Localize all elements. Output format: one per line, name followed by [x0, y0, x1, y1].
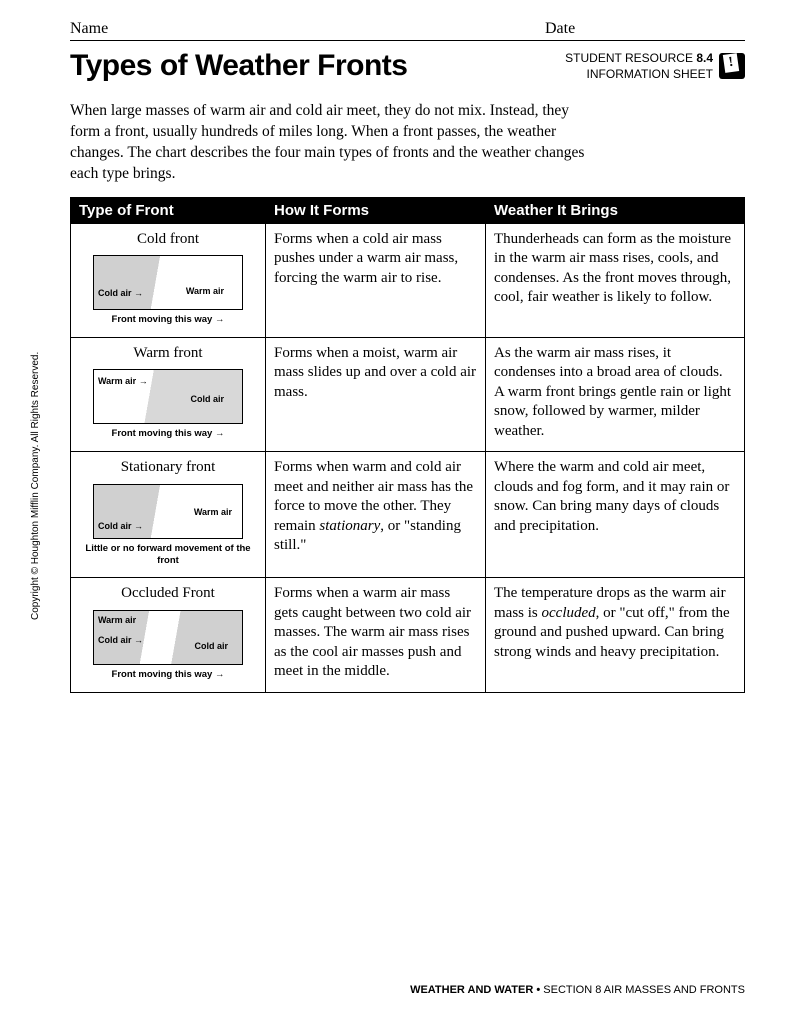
resource-line2: INFORMATION SHEET	[565, 67, 713, 83]
title-row: Types of Weather Fronts STUDENT RESOURCE…	[70, 49, 745, 83]
how-cell: Forms when a moist, warm air mass slides…	[266, 337, 486, 452]
weather-cell: The temperature drops as the warm air ma…	[486, 578, 745, 693]
weather-cell: Thunderheads can form as the moisture in…	[486, 223, 745, 337]
diagram-label: Warm air	[98, 615, 136, 627]
diagram-label: Cold air	[98, 288, 143, 300]
weather-cell: As the warm air mass rises, it condenses…	[486, 337, 745, 452]
copyright-text: Copyright © Houghton Mifflin Company. Al…	[30, 352, 41, 620]
table-row: Occluded Front Warm air Cold air Cold ai…	[71, 578, 745, 693]
weather-cell: Where the warm and cold air meet, clouds…	[486, 452, 745, 578]
front-name: Cold front	[79, 230, 257, 250]
name-label[interactable]: Name	[70, 20, 545, 38]
col-header-type: Type of Front	[71, 197, 266, 223]
diagram-caption: Little or no forward movement of the fro…	[79, 543, 257, 568]
diagram-label: Warm air	[186, 286, 224, 298]
diagram-label: Cold air	[98, 521, 143, 533]
table-row: Warm front Warm air Cold air Front movin…	[71, 337, 745, 452]
book-icon	[719, 53, 745, 79]
warm-front-diagram: Warm air Cold air	[93, 369, 243, 424]
front-name: Warm front	[79, 344, 257, 364]
footer: WEATHER AND WATER • SECTION 8 AIR MASSES…	[410, 984, 745, 996]
diagram-caption: Front moving this way	[79, 669, 257, 681]
front-name: Occluded Front	[79, 584, 257, 604]
diagram-caption: Front moving this way	[79, 314, 257, 326]
header-fields: Name Date	[70, 20, 745, 41]
how-cell: Forms when warm and cold air meet and ne…	[266, 452, 486, 578]
front-name: Stationary front	[79, 458, 257, 478]
footer-rest: SECTION 8 AIR MASSES AND FRONTS	[543, 984, 745, 996]
table-row: Cold front Cold air Warm air Front movin…	[71, 223, 745, 337]
table-row: Stationary front Cold air Warm air Littl…	[71, 452, 745, 578]
occluded-front-diagram: Warm air Cold air Cold air	[93, 610, 243, 665]
stationary-front-diagram: Cold air Warm air	[93, 484, 243, 539]
cold-front-diagram: Cold air Warm air	[93, 255, 243, 310]
diagram-label: Cold air	[194, 641, 228, 653]
resource-num: 8.4	[696, 51, 713, 65]
intro-paragraph: When large masses of warm air and cold a…	[70, 101, 590, 185]
col-header-weather: Weather It Brings	[486, 197, 745, 223]
how-cell: Forms when a cold air mass pushes under …	[266, 223, 486, 337]
diagram-caption: Front moving this way	[79, 428, 257, 440]
diagram-label: Cold air	[190, 394, 224, 406]
date-label[interactable]: Date	[545, 20, 745, 38]
how-cell: Forms when a warm air mass gets caught b…	[266, 578, 486, 693]
diagram-label: Warm air	[194, 507, 232, 519]
fronts-table: Type of Front How It Forms Weather It Br…	[70, 197, 745, 693]
resource-block: STUDENT RESOURCE 8.4 INFORMATION SHEET	[565, 49, 745, 82]
resource-line1a: STUDENT RESOURCE	[565, 51, 696, 65]
diagram-label: Warm air	[98, 376, 148, 388]
diagram-label: Cold air	[98, 635, 143, 647]
page-title: Types of Weather Fronts	[70, 49, 565, 83]
footer-bold: WEATHER AND WATER •	[410, 984, 543, 996]
col-header-how: How It Forms	[266, 197, 486, 223]
